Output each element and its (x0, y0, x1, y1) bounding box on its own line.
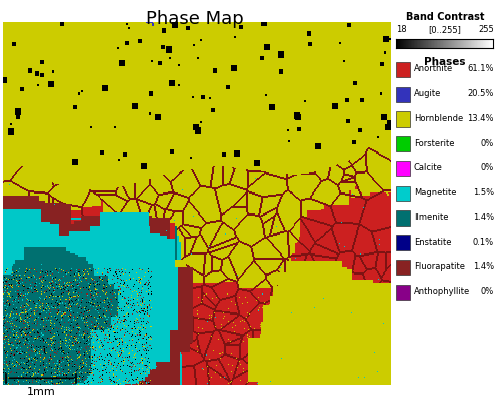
Text: Anorthite: Anorthite (414, 64, 453, 73)
Bar (396, 285, 409, 300)
Bar (396, 235, 409, 250)
Text: Anthophyllite: Anthophyllite (414, 287, 470, 296)
Text: 61.1%: 61.1% (468, 64, 494, 73)
Text: Phases: Phases (424, 57, 466, 67)
Bar (396, 111, 409, 127)
Bar (396, 136, 409, 152)
Text: [0..255]: [0..255] (428, 25, 462, 34)
Text: 13.4%: 13.4% (468, 114, 494, 123)
Text: 1.4%: 1.4% (473, 262, 494, 271)
Text: Ilmenite: Ilmenite (414, 213, 448, 222)
Text: Augite: Augite (414, 89, 441, 98)
Text: 1.4%: 1.4% (473, 213, 494, 222)
Bar (396, 87, 409, 102)
Text: 0.1%: 0.1% (473, 237, 494, 247)
Text: 0%: 0% (480, 163, 494, 172)
Text: 1mm: 1mm (27, 387, 56, 397)
Text: Calcite: Calcite (414, 163, 442, 172)
Text: Enstatite: Enstatite (414, 237, 452, 247)
Text: Hornblende: Hornblende (414, 114, 463, 123)
Text: 0%: 0% (480, 287, 494, 296)
Bar (396, 161, 409, 176)
Text: Phase Map: Phase Map (146, 10, 244, 28)
Text: Magnetite: Magnetite (414, 188, 457, 197)
Text: 1.5%: 1.5% (473, 188, 494, 197)
Text: 20.5%: 20.5% (468, 89, 494, 98)
Bar (396, 260, 409, 275)
Text: 18: 18 (396, 25, 406, 34)
Text: Band Contrast: Band Contrast (406, 12, 484, 22)
Text: Forsterite: Forsterite (414, 139, 455, 147)
Bar (396, 186, 409, 201)
Bar (396, 210, 409, 226)
Text: Fluorapatite: Fluorapatite (414, 262, 465, 271)
Text: 0%: 0% (480, 139, 494, 147)
Text: 255: 255 (478, 25, 494, 34)
Bar (396, 62, 409, 77)
